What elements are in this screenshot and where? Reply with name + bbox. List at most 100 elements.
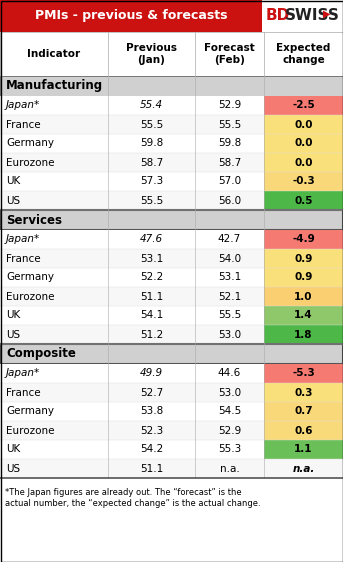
Bar xyxy=(0,32,343,76)
Text: 44.6: 44.6 xyxy=(218,369,241,378)
Bar xyxy=(264,249,343,268)
Text: Japan*: Japan* xyxy=(6,101,40,111)
Bar xyxy=(0,459,343,478)
Bar xyxy=(0,440,343,459)
Text: PMIs - previous & forecasts: PMIs - previous & forecasts xyxy=(35,10,227,22)
Bar xyxy=(0,383,343,402)
Text: Eurozone: Eurozone xyxy=(6,425,55,436)
Text: 55.5: 55.5 xyxy=(218,120,241,129)
Text: 0.7: 0.7 xyxy=(294,406,313,416)
Text: 53.0: 53.0 xyxy=(218,329,241,339)
Bar xyxy=(264,153,343,172)
Text: 59.8: 59.8 xyxy=(218,138,241,148)
Text: UK: UK xyxy=(6,310,20,320)
Text: France: France xyxy=(6,253,40,264)
Bar xyxy=(0,230,343,249)
Text: 0.9: 0.9 xyxy=(294,253,313,264)
Text: US: US xyxy=(6,329,20,339)
Text: 57.0: 57.0 xyxy=(218,176,241,187)
Bar xyxy=(264,230,343,249)
Text: Japan*: Japan* xyxy=(6,369,40,378)
Text: 1.1: 1.1 xyxy=(294,445,313,455)
Bar xyxy=(264,268,343,287)
Bar xyxy=(264,364,343,383)
Bar xyxy=(0,421,343,440)
Bar xyxy=(0,325,343,344)
Text: -2.5: -2.5 xyxy=(292,101,315,111)
Text: 56.0: 56.0 xyxy=(218,196,241,206)
Text: BD: BD xyxy=(266,8,290,24)
Bar xyxy=(0,249,343,268)
Text: Germany: Germany xyxy=(6,406,54,416)
Text: Previous
(Jan): Previous (Jan) xyxy=(126,43,177,65)
Text: -4.9: -4.9 xyxy=(292,234,315,244)
Bar xyxy=(264,402,343,421)
Text: UK: UK xyxy=(6,176,20,187)
Bar xyxy=(264,383,343,402)
Bar xyxy=(264,440,343,459)
Bar xyxy=(0,134,343,153)
Text: 49.9: 49.9 xyxy=(140,369,163,378)
Text: Manufacturing: Manufacturing xyxy=(6,79,103,93)
Text: 52.9: 52.9 xyxy=(218,425,241,436)
Text: -0.3: -0.3 xyxy=(292,176,315,187)
Text: 54.5: 54.5 xyxy=(218,406,241,416)
Text: 52.9: 52.9 xyxy=(218,101,241,111)
Text: SWISS: SWISS xyxy=(285,8,340,24)
Text: Eurozone: Eurozone xyxy=(6,292,55,301)
Text: 53.0: 53.0 xyxy=(218,388,241,397)
Text: 59.8: 59.8 xyxy=(140,138,163,148)
Text: 52.7: 52.7 xyxy=(140,388,163,397)
Text: 51.2: 51.2 xyxy=(140,329,163,339)
Text: 1.8: 1.8 xyxy=(294,329,313,339)
Text: Eurozone: Eurozone xyxy=(6,157,55,167)
Text: Germany: Germany xyxy=(6,138,54,148)
Bar xyxy=(0,76,343,96)
Text: ▶: ▶ xyxy=(323,9,331,19)
Text: 55.3: 55.3 xyxy=(218,445,241,455)
Text: UK: UK xyxy=(6,445,20,455)
Text: 0.6: 0.6 xyxy=(294,425,313,436)
Bar xyxy=(0,344,343,364)
Bar xyxy=(264,421,343,440)
Text: Indicator: Indicator xyxy=(27,49,81,59)
Text: 52.3: 52.3 xyxy=(140,425,163,436)
Text: 0.0: 0.0 xyxy=(294,157,313,167)
Bar xyxy=(0,115,343,134)
Text: 55.5: 55.5 xyxy=(140,120,163,129)
Text: Japan*: Japan* xyxy=(6,234,40,244)
Text: n.a.: n.a. xyxy=(220,464,239,474)
Text: France: France xyxy=(6,388,40,397)
Bar xyxy=(0,172,343,191)
Text: 0.9: 0.9 xyxy=(294,273,313,283)
Text: 57.3: 57.3 xyxy=(140,176,163,187)
Text: 0.5: 0.5 xyxy=(294,196,313,206)
Bar xyxy=(0,364,343,383)
Bar xyxy=(0,402,343,421)
Text: 47.6: 47.6 xyxy=(140,234,163,244)
Text: US: US xyxy=(6,196,20,206)
Bar xyxy=(0,153,343,172)
Bar xyxy=(264,172,343,191)
Bar xyxy=(262,0,343,32)
Bar xyxy=(264,134,343,153)
Bar xyxy=(0,268,343,287)
Text: 1.4: 1.4 xyxy=(294,310,313,320)
Bar xyxy=(264,325,343,344)
Text: US: US xyxy=(6,464,20,474)
Text: 0.0: 0.0 xyxy=(294,138,313,148)
Text: France: France xyxy=(6,120,40,129)
Bar xyxy=(264,191,343,210)
Text: n.a.: n.a. xyxy=(292,464,315,474)
Text: Services: Services xyxy=(6,214,62,226)
Bar xyxy=(0,210,343,230)
Text: 52.1: 52.1 xyxy=(218,292,241,301)
Text: 58.7: 58.7 xyxy=(218,157,241,167)
Text: 54.2: 54.2 xyxy=(140,445,163,455)
Bar xyxy=(0,306,343,325)
Text: 51.1: 51.1 xyxy=(140,292,163,301)
Text: Composite: Composite xyxy=(6,347,76,360)
Text: Forecast
(Feb): Forecast (Feb) xyxy=(204,43,255,65)
Text: 0.3: 0.3 xyxy=(294,388,313,397)
Bar xyxy=(264,306,343,325)
